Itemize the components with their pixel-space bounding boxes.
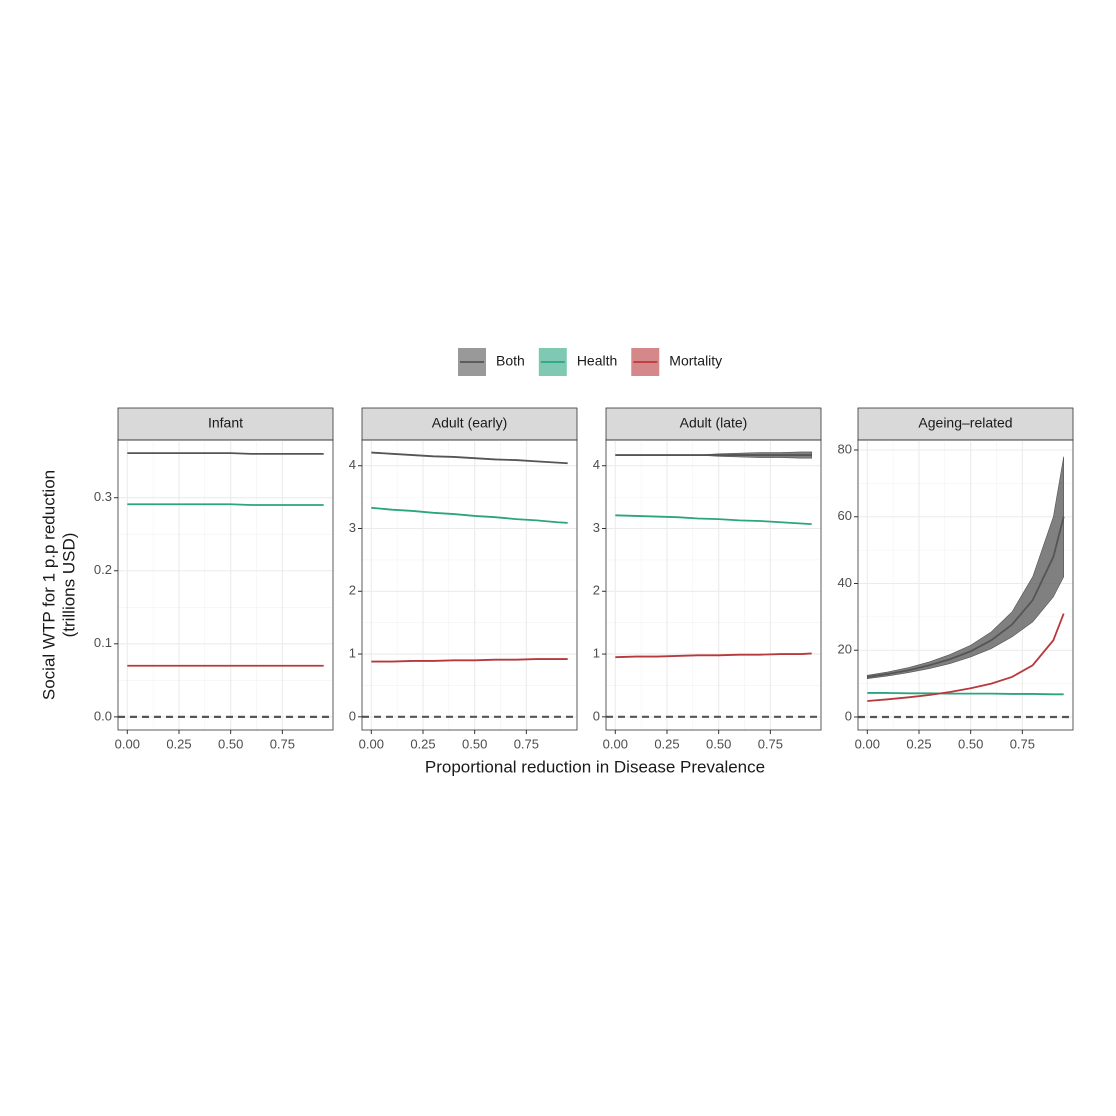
- y-tick-label: 0.3: [94, 489, 112, 504]
- y-tick-label: 80: [838, 441, 852, 456]
- line: [867, 692, 1064, 696]
- x-tick-label: 0.50: [462, 736, 487, 751]
- x-tick-label: 0.25: [166, 736, 191, 751]
- strip-label: Ageing–related: [918, 415, 1012, 431]
- y-tick-label: 0.1: [94, 635, 112, 650]
- panel-border: [361, 439, 578, 731]
- panel-background: [362, 440, 577, 730]
- ribbon: [867, 456, 1064, 679]
- y-tick-label: 1: [349, 645, 356, 660]
- x-tick-label: 0.75: [514, 736, 539, 751]
- y-tick-label: 2: [593, 583, 600, 598]
- panel-background: [118, 440, 333, 730]
- y-tick-label: 60: [838, 508, 852, 523]
- x-tick-label: 0.00: [115, 736, 140, 751]
- legend-label: Mortality: [669, 353, 722, 369]
- x-axis-title: Proportional reduction in Disease Preval…: [425, 757, 765, 776]
- strip-label: Infant: [208, 415, 243, 431]
- line: [371, 451, 568, 465]
- line: [371, 658, 568, 663]
- y-tick-label: 4: [593, 457, 600, 472]
- strip: [361, 407, 578, 441]
- panel-background: [606, 440, 821, 730]
- line: [867, 613, 1065, 702]
- line: [615, 652, 812, 659]
- strip-label: Adult (early): [432, 415, 507, 431]
- x-tick-label: 0.00: [359, 736, 384, 751]
- line: [615, 514, 812, 526]
- legend-label: Health: [577, 353, 617, 369]
- strip-label: Adult (late): [680, 415, 748, 431]
- y-tick-label: 20: [838, 642, 852, 657]
- y-tick-label: 3: [593, 520, 600, 535]
- y-tick-label: 3: [349, 520, 356, 535]
- line: [867, 516, 1065, 678]
- panel-border: [605, 439, 822, 731]
- y-tick-label: 40: [838, 575, 852, 590]
- y-tick-label: 0: [349, 708, 356, 723]
- x-tick-label: 0.75: [758, 736, 783, 751]
- strip: [117, 407, 334, 441]
- strip: [857, 407, 1074, 441]
- y-tick-label: 0: [845, 708, 852, 723]
- y-tick-label: 0.0: [94, 708, 112, 723]
- line: [371, 506, 568, 524]
- legend-label: Both: [496, 353, 525, 369]
- panel-border: [117, 439, 334, 731]
- x-tick-label: 0.50: [958, 736, 983, 751]
- x-tick-label: 0.75: [270, 736, 295, 751]
- panel-border: [857, 439, 1074, 731]
- line: [127, 452, 324, 455]
- y-axis-title: (trillions USD): [59, 533, 78, 638]
- x-tick-label: 0.50: [218, 736, 243, 751]
- y-tick-label: 1: [593, 645, 600, 660]
- x-tick-label: 0.75: [1010, 736, 1035, 751]
- x-tick-label: 0.50: [706, 736, 731, 751]
- x-tick-label: 0.00: [603, 736, 628, 751]
- x-tick-label: 0.00: [855, 736, 880, 751]
- x-tick-label: 0.25: [410, 736, 435, 751]
- y-axis-title: Social WTP for 1 p.p reduction: [39, 470, 58, 700]
- y-tick-label: 0.2: [94, 562, 112, 577]
- strip: [605, 407, 822, 441]
- line: [127, 503, 324, 506]
- y-tick-label: 4: [349, 457, 356, 472]
- x-tick-label: 0.25: [906, 736, 931, 751]
- x-tick-label: 0.25: [654, 736, 679, 751]
- y-tick-label: 2: [349, 583, 356, 598]
- y-tick-label: 0: [593, 708, 600, 723]
